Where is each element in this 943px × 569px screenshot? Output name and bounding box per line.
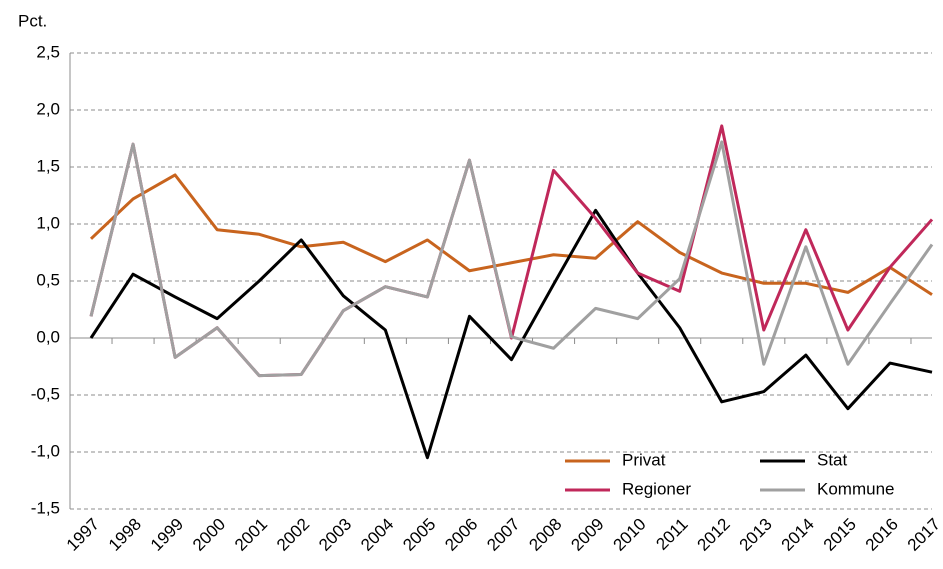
x-tick-label: 2009 — [567, 515, 607, 555]
x-tick-label: 2000 — [189, 515, 229, 555]
y-tick-label: 1,0 — [36, 213, 60, 232]
x-tick-label: 2016 — [862, 515, 902, 555]
y-tick-label: 1,5 — [36, 156, 60, 175]
x-tick-label: 2003 — [315, 515, 355, 555]
y-axis-label: Pct. — [18, 11, 47, 30]
y-tick-label: 0,0 — [36, 327, 60, 346]
y-tick-label: -1,5 — [31, 498, 60, 517]
x-tick-label: 2010 — [609, 515, 649, 555]
y-tick-label: 2,0 — [36, 99, 60, 118]
x-tick-label: 1999 — [147, 515, 187, 555]
x-tick-label: 2014 — [778, 515, 818, 555]
y-tick-label: 0,5 — [36, 270, 60, 289]
series-line — [89, 140, 934, 378]
x-tick-label: 2005 — [399, 515, 439, 555]
legend-label: Privat — [622, 450, 666, 469]
y-tick-label: -0,5 — [31, 384, 60, 403]
x-tick-label: 2015 — [820, 515, 860, 555]
x-tick-label: 2001 — [231, 515, 271, 555]
y-tick-label: -1,0 — [31, 441, 60, 460]
x-tick-label: 1998 — [105, 515, 145, 555]
legend-label: Kommune — [817, 479, 894, 498]
x-tick-label: 2011 — [652, 515, 691, 554]
x-tick-label: 2007 — [483, 515, 523, 555]
x-tick-label: 2008 — [525, 515, 565, 555]
x-tick-label: 2004 — [357, 515, 397, 555]
y-tick-label: 2,5 — [36, 42, 60, 61]
x-tick-label: 2012 — [694, 515, 734, 555]
series-line — [89, 208, 933, 460]
series-line — [89, 173, 933, 296]
x-tick-label: 2017 — [904, 515, 943, 555]
legend-label: Regioner — [622, 479, 691, 498]
x-tick-label: 2002 — [273, 515, 313, 555]
x-tick-label: 2013 — [736, 515, 776, 555]
legend-label: Stat — [817, 450, 848, 469]
x-tick-label: 2006 — [441, 515, 481, 555]
x-tick-label: 1997 — [63, 515, 103, 555]
